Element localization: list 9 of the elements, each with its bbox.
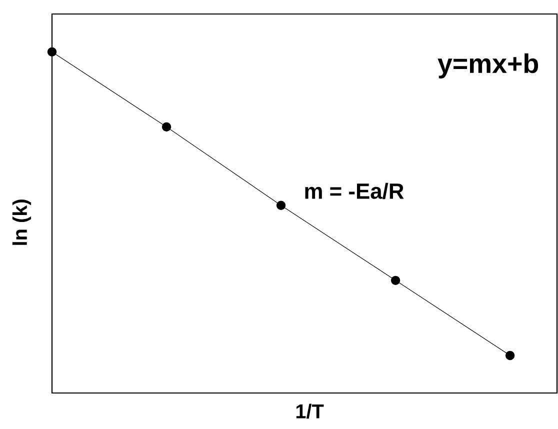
point xyxy=(505,350,515,360)
point xyxy=(162,122,172,132)
annotation: y=mx+b xyxy=(438,53,538,78)
annotation: m = -Ea/R xyxy=(305,182,404,200)
x-axis-title: 1/T xyxy=(296,404,324,419)
y-axis-title: ln (k) xyxy=(12,200,31,245)
point xyxy=(390,276,400,286)
point xyxy=(47,47,57,56)
point xyxy=(276,200,286,210)
